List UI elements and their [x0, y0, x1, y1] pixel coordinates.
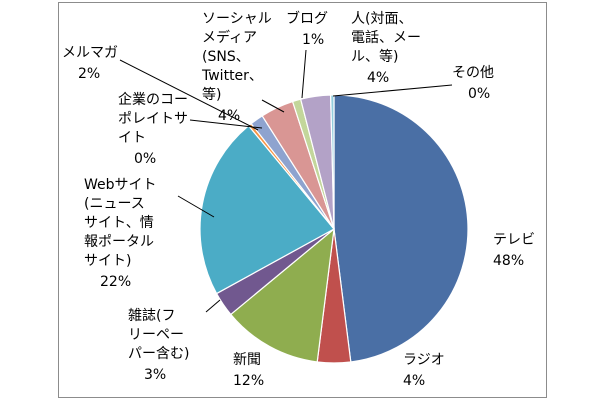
slice-value-newspaper: 12%	[233, 373, 264, 389]
slice-label-tv: テレビ 48%	[493, 232, 535, 269]
slice-value-social: 4%	[218, 108, 240, 124]
slice-label-social: ソーシャルメディア(SNS、 Twitter、等) 4%	[201, 11, 272, 124]
slice-value-blog: 1%	[302, 32, 324, 48]
leader-line-social	[261, 99, 285, 113]
leader-line-website	[177, 195, 215, 218]
slice-value-website: 22%	[100, 274, 131, 290]
slice-label-website: Webサイト(ニュースサイト、情報ポータルサイト) 22%	[84, 177, 157, 290]
slice-value-person: 4%	[367, 70, 389, 86]
slice-label-corporate: 企業のコーポレイトサイト 0%	[118, 91, 188, 167]
slice-value-magazine: 3%	[144, 367, 166, 383]
leader-line-magazine	[205, 299, 221, 313]
pie-slice-newspaper	[229, 227, 335, 363]
slice-label-newspaper: 新聞 12%	[233, 352, 264, 389]
slice-label-blog: ブログ 1%	[286, 10, 328, 48]
slice-value-other: 0%	[468, 86, 490, 102]
leader-line-other	[332, 84, 453, 97]
slice-value-radio: 4%	[403, 373, 425, 389]
slice-value-tv: 48%	[493, 253, 524, 269]
slice-value-mailmag: 2%	[78, 66, 100, 82]
slice-value-corporate: 0%	[134, 151, 156, 167]
leader-line-corporate	[189, 119, 263, 129]
leader-line-blog	[301, 49, 307, 99]
slice-label-magazine: 雑誌(フリーペーパー含む) 3%	[128, 308, 189, 383]
slice-label-radio: ラジオ 4%	[403, 352, 445, 389]
slice-label-other: その他 0%	[452, 65, 494, 102]
slice-label-person: 人(対面、電話、メール、等) 4%	[351, 11, 421, 86]
leader-line-mailmag	[119, 59, 259, 131]
pie-slice-website	[199, 124, 335, 295]
pie-slice-other	[330, 94, 335, 230]
pie-slice-tv	[333, 94, 469, 363]
slice-label-mailmag: メルマガ 2%	[62, 45, 118, 82]
